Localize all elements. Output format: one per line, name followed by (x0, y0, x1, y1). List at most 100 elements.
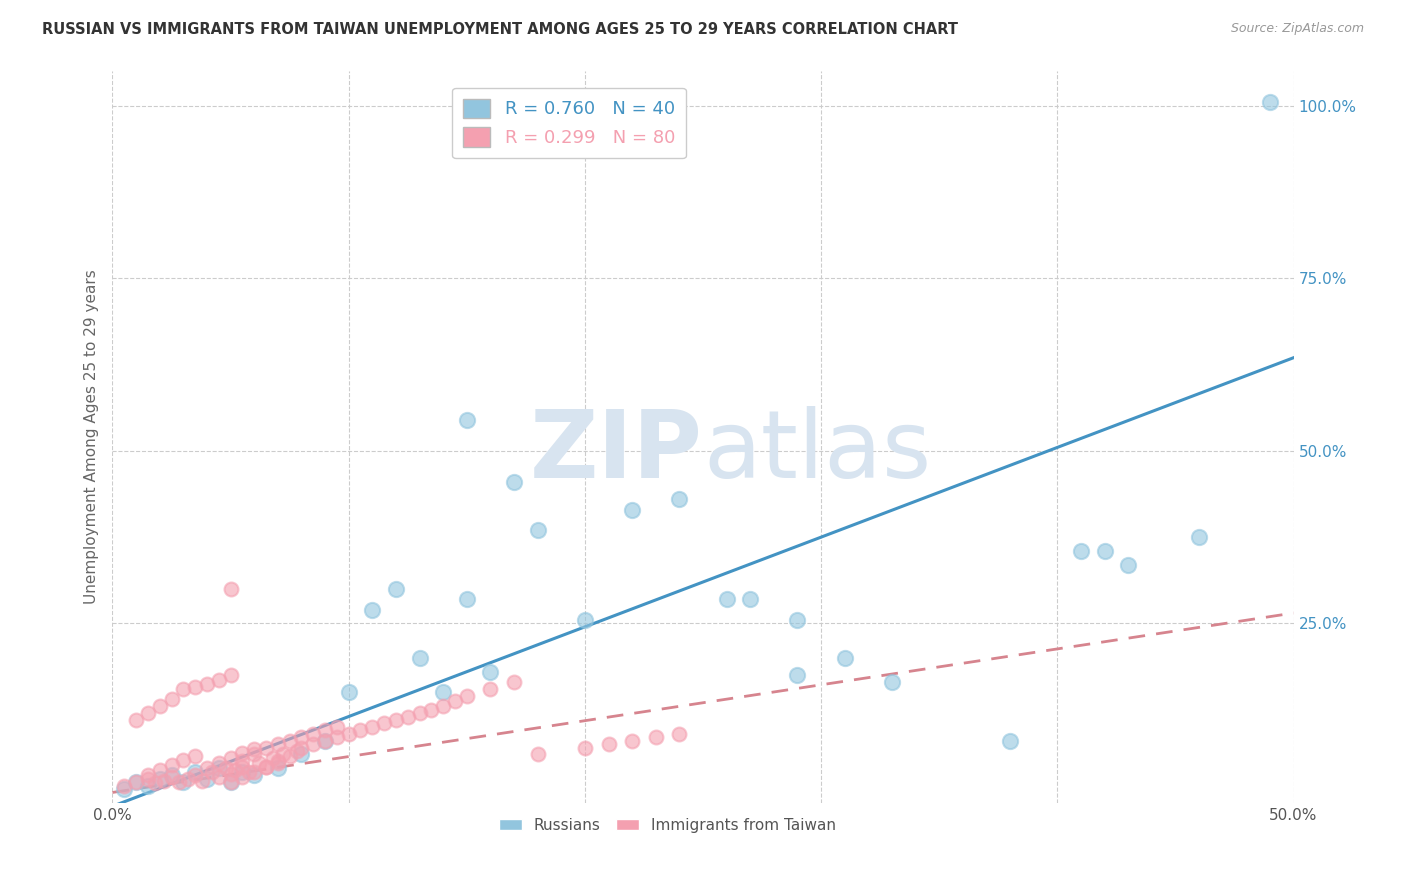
Point (160, 768, 183, 782)
Point (574, 613, 596, 627)
Point (479, 681, 502, 696)
Point (621, 502, 644, 516)
Point (254, 740, 277, 755)
Point (267, 761, 290, 775)
Point (231, 770, 253, 784)
Point (247, 756, 270, 770)
Point (740, 592, 762, 607)
Point (149, 699, 172, 714)
Point (219, 775, 242, 789)
Point (172, 753, 194, 767)
Point (503, 475, 526, 489)
Point (208, 761, 231, 775)
Point (456, 689, 478, 703)
Point (208, 756, 231, 770)
Point (349, 723, 371, 738)
Point (668, 492, 690, 507)
Point (195, 761, 218, 775)
Point (231, 764, 253, 779)
Point (1094, 544, 1116, 558)
Point (195, 677, 218, 691)
Point (668, 727, 690, 741)
Point (786, 668, 808, 682)
Text: atlas: atlas (703, 406, 931, 498)
Point (243, 742, 266, 756)
Point (153, 773, 176, 788)
Text: Source: ZipAtlas.com: Source: ZipAtlas.com (1230, 22, 1364, 36)
Point (361, 602, 384, 616)
Point (231, 760, 253, 774)
Point (880, 675, 903, 690)
Point (267, 756, 290, 770)
Point (267, 755, 290, 769)
Point (219, 582, 242, 596)
Point (644, 731, 666, 745)
Point (314, 733, 336, 747)
Point (408, 651, 430, 665)
Point (112, 782, 135, 797)
Point (526, 523, 548, 537)
Point (219, 751, 242, 765)
Point (136, 772, 159, 786)
Point (172, 681, 194, 696)
Point (302, 727, 325, 741)
Point (278, 733, 301, 747)
Point (278, 748, 301, 763)
Point (125, 775, 148, 789)
Point (998, 733, 1021, 747)
Legend: Russians, Immigrants from Taiwan: Russians, Immigrants from Taiwan (492, 812, 842, 839)
Point (262, 751, 284, 765)
Point (136, 768, 159, 782)
Point (290, 740, 312, 755)
Point (177, 772, 200, 786)
Point (219, 775, 242, 789)
Point (125, 713, 148, 727)
Point (408, 706, 430, 720)
Point (243, 747, 266, 762)
Point (314, 723, 336, 738)
Point (184, 768, 207, 782)
Point (219, 767, 242, 781)
Point (716, 592, 738, 607)
Point (526, 747, 548, 762)
Point (172, 775, 194, 789)
Point (208, 770, 231, 784)
Text: ZIP: ZIP (530, 406, 703, 498)
Point (786, 613, 808, 627)
Point (243, 768, 266, 782)
Point (184, 680, 207, 694)
Point (1188, 530, 1211, 544)
Point (503, 675, 526, 690)
Point (432, 685, 454, 699)
Y-axis label: Unemployment Among Ages 25 to 29 years: Unemployment Among Ages 25 to 29 years (83, 269, 98, 605)
Point (1070, 544, 1092, 558)
Point (125, 775, 148, 789)
Point (215, 761, 238, 775)
Point (479, 665, 502, 679)
Point (574, 740, 596, 755)
Point (267, 737, 290, 751)
Point (136, 706, 159, 720)
Point (302, 737, 325, 751)
Point (195, 772, 218, 786)
Point (396, 709, 419, 723)
Point (432, 699, 454, 714)
Point (160, 692, 183, 706)
Point (149, 772, 172, 786)
Point (385, 713, 408, 727)
Point (149, 763, 172, 777)
Point (231, 746, 253, 760)
Text: RUSSIAN VS IMMIGRANTS FROM TAIWAN UNEMPLOYMENT AMONG AGES 25 TO 29 YEARS CORRELA: RUSSIAN VS IMMIGRANTS FROM TAIWAN UNEMPL… (42, 22, 957, 37)
Point (231, 755, 253, 769)
Point (191, 773, 214, 788)
Point (337, 685, 360, 699)
Point (254, 760, 277, 774)
Point (254, 760, 277, 774)
Point (326, 731, 349, 745)
Point (420, 703, 443, 717)
Point (290, 731, 312, 745)
Point (201, 764, 224, 779)
Point (136, 779, 159, 793)
Point (160, 757, 183, 772)
Point (143, 776, 166, 790)
